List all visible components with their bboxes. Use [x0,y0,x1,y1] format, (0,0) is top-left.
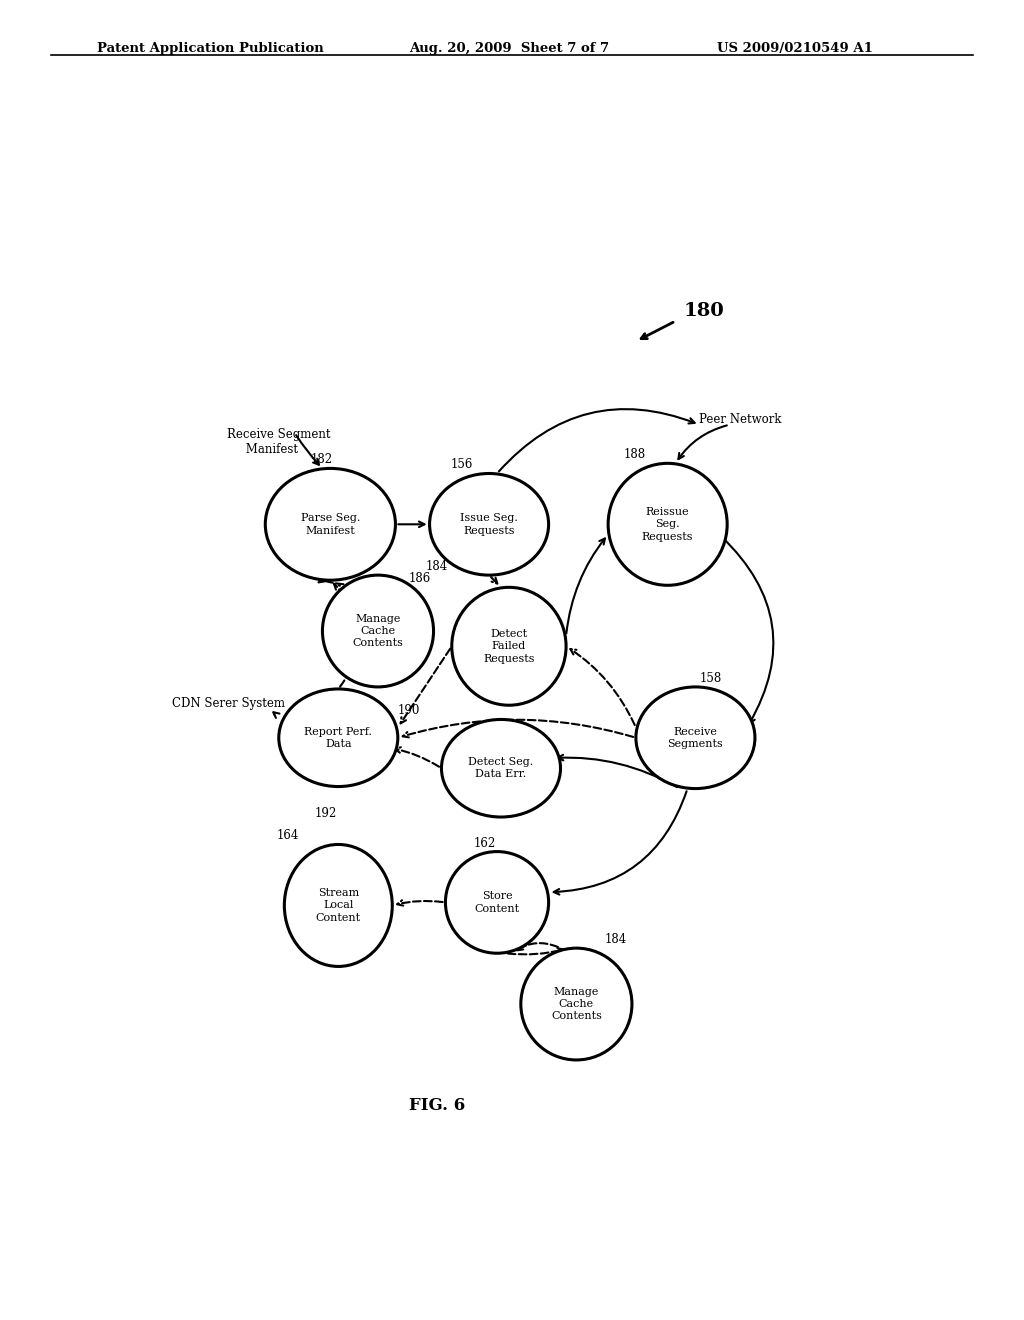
Text: Manage
Cache
Contents: Manage Cache Contents [551,986,602,1022]
Text: Store
Content: Store Content [474,891,519,913]
Text: Detect
Failed
Requests: Detect Failed Requests [483,628,535,664]
Text: Peer Network: Peer Network [699,413,782,425]
Text: 156: 156 [451,458,473,471]
Text: Aug. 20, 2009  Sheet 7 of 7: Aug. 20, 2009 Sheet 7 of 7 [410,41,609,54]
Text: Reissue
Seg.
Requests: Reissue Seg. Requests [642,507,693,541]
Text: US 2009/0210549 A1: US 2009/0210549 A1 [717,41,872,54]
Ellipse shape [452,587,566,705]
Ellipse shape [430,474,549,576]
Text: Detect Seg.
Data Err.: Detect Seg. Data Err. [468,758,534,779]
Text: 188: 188 [624,449,646,461]
Text: 184: 184 [426,560,447,573]
Text: 164: 164 [276,829,299,842]
Text: 182: 182 [310,453,333,466]
Text: Issue Seg.
Requests: Issue Seg. Requests [460,513,518,536]
Text: 186: 186 [409,573,430,585]
Text: Report Perf.
Data: Report Perf. Data [304,726,373,748]
Text: 184: 184 [604,933,627,946]
Text: 162: 162 [473,837,496,850]
Text: Stream
Local
Content: Stream Local Content [315,888,360,923]
Text: Manage
Cache
Contents: Manage Cache Contents [352,614,403,648]
Ellipse shape [279,689,397,787]
Text: 158: 158 [699,672,722,685]
Text: 192: 192 [314,807,337,820]
Text: Receive Segment
     Manifest: Receive Segment Manifest [227,428,331,455]
Text: 190: 190 [397,705,420,717]
Text: Patent Application Publication: Patent Application Publication [97,41,324,54]
Ellipse shape [445,851,549,953]
Ellipse shape [323,576,433,686]
Text: CDN Serer System: CDN Serer System [172,697,285,710]
Ellipse shape [608,463,727,585]
Text: Parse Seg.
Manifest: Parse Seg. Manifest [301,513,360,536]
Ellipse shape [265,469,395,581]
Text: Receive
Segments: Receive Segments [668,726,723,748]
Ellipse shape [636,686,755,788]
Text: FIG. 6: FIG. 6 [410,1097,466,1114]
Ellipse shape [441,719,560,817]
Text: 180: 180 [684,302,724,319]
Ellipse shape [285,845,392,966]
Ellipse shape [521,948,632,1060]
